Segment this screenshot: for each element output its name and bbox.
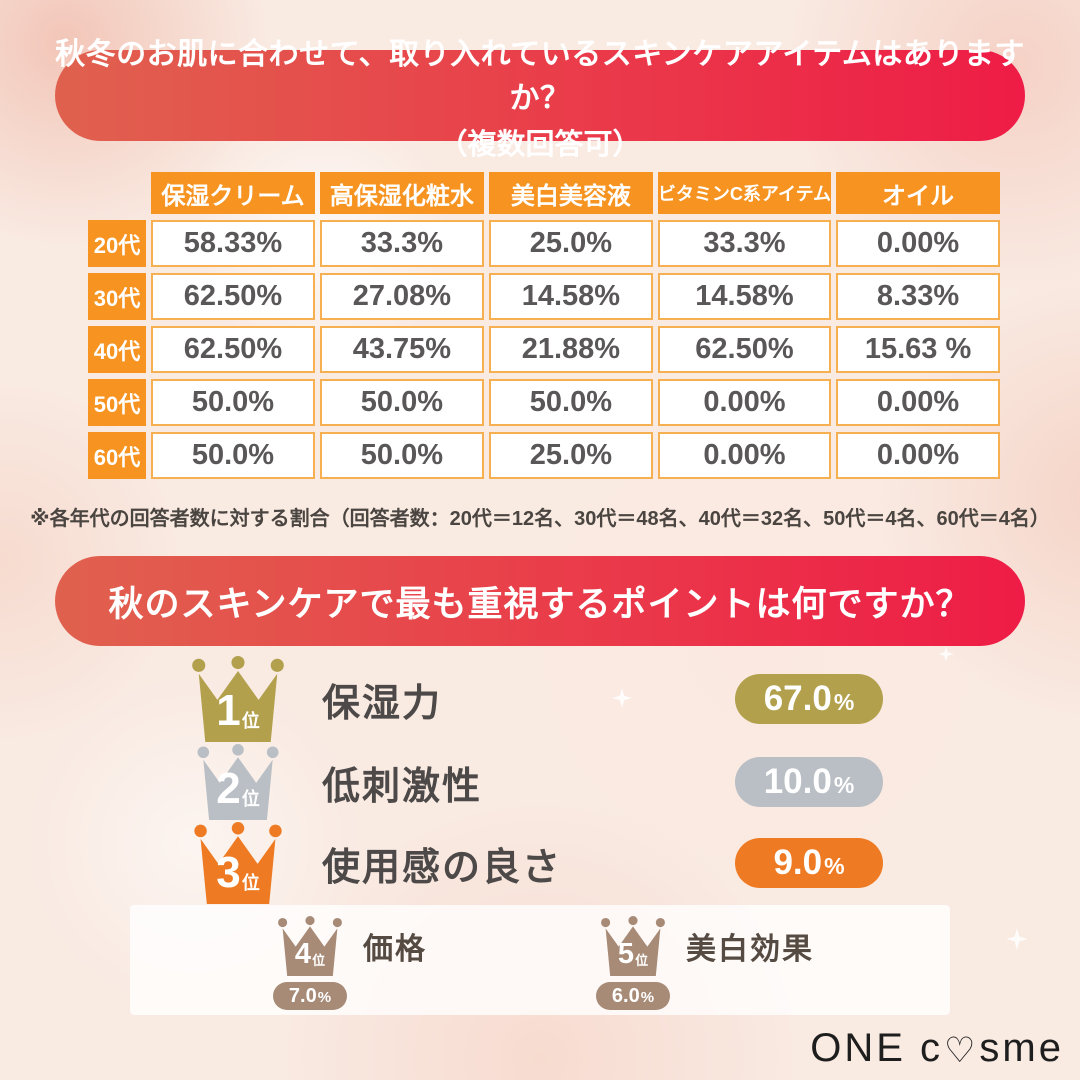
value-cell: 0.00% — [836, 220, 1000, 267]
value-cell: 14.58% — [657, 273, 832, 320]
sparkle-icon — [1006, 928, 1028, 950]
row-label-cell: 20代 — [88, 220, 146, 267]
table-header-cell: オイル — [836, 172, 1000, 214]
value-cell: 27.08% — [319, 273, 484, 320]
rank-4-label: 価格 — [363, 933, 427, 966]
rank-5-label: 美白効果 — [686, 933, 814, 966]
rank-suffix: 位 — [241, 873, 260, 893]
table-header-cell: ビタミンC系アイテム — [657, 172, 832, 214]
rank-suffix: 位 — [312, 953, 326, 968]
heart-icon: ♡ — [944, 1030, 979, 1070]
value-cell: 50.0% — [488, 379, 653, 426]
row-label-cell: 60代 — [88, 432, 146, 479]
table-header-cell: 高保湿化粧水 — [319, 172, 484, 214]
value-cell: 8.33% — [836, 273, 1000, 320]
value-cell: 14.58% — [488, 273, 653, 320]
rank-suffix: 位 — [241, 711, 260, 731]
value-cell: 43.75% — [319, 326, 484, 373]
value-cell: 62.50% — [151, 273, 315, 320]
value-cell: 33.3% — [657, 220, 832, 267]
rank-2-label: 低刺激性 — [322, 765, 483, 808]
rank-number: 1 — [216, 686, 241, 735]
value-cell: 58.33% — [151, 220, 315, 267]
value-cell: 50.0% — [151, 379, 315, 426]
value-cell: 33.3% — [319, 220, 484, 267]
rank-suffix: 位 — [241, 789, 260, 809]
value-cell: 62.50% — [151, 326, 315, 373]
rank-number: 3 — [216, 848, 241, 897]
value-cell: 0.00% — [657, 379, 832, 426]
value-cell: 25.0% — [488, 220, 653, 267]
rank-number: 5 — [617, 938, 635, 970]
value-cell: 0.00% — [836, 432, 1000, 479]
survey-table: 保湿クリーム 高保湿化粧水 美白美容液 ビタミンC系アイテム オイル 20代 5… — [88, 172, 1000, 479]
value-cell: 0.00% — [836, 379, 1000, 426]
rank-number: 4 — [294, 938, 312, 970]
rank-1-label: 保湿力 — [322, 682, 443, 725]
rank-3-label: 使用感の良さ — [322, 846, 563, 889]
table-corner-cell — [88, 172, 146, 214]
row-label-cell: 40代 — [88, 326, 146, 373]
value-cell: 62.50% — [657, 326, 832, 373]
question2-title: 秋のスキンケアで最も重視するポイントは何ですか？ — [108, 584, 972, 624]
question1-title: 秋冬のお肌に合わせて、取り入れているスキンケアアイテムはありますか？ — [55, 37, 1025, 115]
row-label-cell: 50代 — [88, 379, 146, 426]
rank-2-percent-badge: 10.0% — [735, 757, 883, 807]
value-cell: 50.0% — [319, 432, 484, 479]
rank-suffix: 位 — [635, 953, 649, 968]
value-cell: 15.63 % — [836, 326, 1000, 373]
table-footnote: ※各年代の回答者数に対する割合（回答者数：20代＝12名、30代＝48名、40代… — [30, 508, 1050, 530]
row-label-cell: 30代 — [88, 273, 146, 320]
table-header-cell: 保湿クリーム — [151, 172, 315, 214]
value-cell: 0.00% — [657, 432, 832, 479]
value-cell: 50.0% — [151, 432, 315, 479]
question1-banner: 秋冬のお肌に合わせて、取り入れているスキンケアアイテムはありますか？ （複数回答… — [55, 38, 1025, 161]
question2-banner: 秋のスキンケアで最も重視するポイントは何ですか？ — [55, 556, 1025, 646]
value-cell: 21.88% — [488, 326, 653, 373]
rank-3-percent-badge: 9.0% — [735, 838, 883, 888]
value-cell: 25.0% — [488, 432, 653, 479]
rank-5-percent-badge: 6.0% — [596, 982, 670, 1010]
one-cosme-logo: ONE c ♡ sme — [810, 1026, 1064, 1070]
rank-4-percent-badge: 7.0% — [273, 982, 347, 1010]
table-header-cell: 美白美容液 — [488, 172, 653, 214]
rank-1-percent-badge: 67.0% — [735, 674, 883, 724]
question1-subtitle: （複数回答可） — [438, 128, 642, 161]
value-cell: 50.0% — [319, 379, 484, 426]
rank-number: 2 — [216, 764, 241, 813]
